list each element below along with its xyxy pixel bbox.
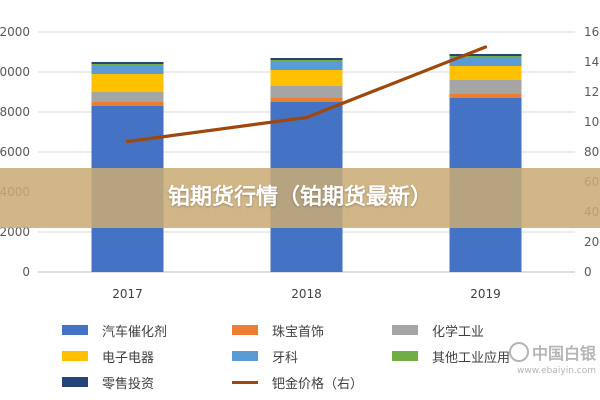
legend-swatch — [62, 351, 88, 361]
x-category-label: 2019 — [470, 287, 501, 301]
legend-item-retail-investment: 零售投资 — [62, 372, 154, 392]
legend-item-dental: 牙科 — [232, 346, 298, 366]
legend-item-jewelry: 珠宝首饰 — [232, 320, 324, 340]
bar-segment — [91, 74, 164, 92]
y-right-tick-label: 120 — [584, 85, 600, 99]
bar-segment — [270, 58, 343, 60]
bar-segment — [91, 92, 164, 102]
legend-swatch — [62, 377, 88, 387]
price-point — [304, 115, 309, 120]
bar-segment — [270, 70, 343, 86]
y-left-tick-label: 10000 — [0, 65, 30, 79]
watermark-url: www.ebaiyin.com — [517, 366, 596, 376]
y-right-tick-label: 20 — [584, 235, 599, 249]
bar-segment — [270, 86, 343, 98]
bar-segment — [449, 54, 522, 56]
legend-label: 零售投资 — [102, 376, 155, 392]
x-category-label: 2017 — [112, 287, 143, 301]
legend-swatch — [392, 325, 418, 335]
bar-segment — [91, 66, 164, 74]
legend-swatch — [62, 325, 88, 335]
legend-swatch — [392, 351, 418, 361]
stacked-bar-chart: 0200040006000800010000120000204060801001… — [0, 25, 600, 301]
y-left-tick-label: 6000 — [0, 145, 30, 159]
bar-segment — [91, 64, 164, 66]
bar-segment — [449, 94, 522, 98]
bar-segment — [449, 56, 522, 58]
legend-swatch-line — [232, 380, 258, 384]
legend-item-electronics: 电子电器 — [62, 346, 154, 366]
price-point — [125, 139, 130, 144]
legend-label: 其他工业应用 — [432, 350, 511, 366]
y-right-tick-label: 140 — [584, 55, 600, 69]
legend-label: 珠宝首饰 — [272, 324, 325, 340]
banner-title: 铂期货行情（铂期货最新） — [167, 185, 432, 210]
legend: 汽车催化剂 珠宝首饰 化学工业 电子电器 牙科 其他工业应用 零售投资 钯金价格… — [62, 318, 582, 398]
bar-segment — [270, 98, 343, 102]
legend-label: 牙科 — [272, 350, 299, 366]
legend-label: 化学工业 — [432, 324, 485, 340]
legend-item-palladium-price: 钯金价格（右） — [232, 372, 363, 392]
bar-segment — [91, 102, 164, 106]
x-category-label: 2018 — [291, 287, 322, 301]
bar-segment — [449, 80, 522, 94]
legend-swatch — [232, 351, 258, 361]
title-banner: 铂期货行情（铂期货最新） — [0, 168, 600, 228]
y-left-tick-label: 8000 — [0, 105, 30, 119]
y-left-tick-label: 2000 — [0, 225, 30, 239]
legend-label: 电子电器 — [102, 350, 155, 366]
watermark: 中国白银 www.ebaiyin.com — [486, 340, 596, 386]
watermark-text: 中国白银 — [531, 344, 596, 363]
bar-segment — [270, 62, 343, 70]
legend-label: 汽车催化剂 — [102, 324, 168, 340]
bar-segment — [270, 60, 343, 62]
y-right-tick-label: 100 — [584, 115, 600, 129]
legend-item-chemical: 化学工业 — [392, 320, 484, 340]
legend-item-other-industrial: 其他工业应用 — [392, 346, 510, 366]
bar-segment — [449, 58, 522, 66]
y-right-tick-label: 80 — [584, 145, 599, 159]
watermark-logo-icon — [508, 342, 529, 362]
y-right-tick-label: 0 — [584, 265, 592, 279]
y-left-tick-label: 12000 — [0, 25, 30, 39]
y-left-tick-label: 0 — [22, 265, 30, 279]
legend-item-auto-catalyst: 汽车催化剂 — [62, 320, 167, 340]
legend-swatch — [232, 325, 258, 335]
bar-segment — [91, 62, 164, 64]
price-point — [483, 45, 488, 49]
bar-segment — [449, 66, 522, 80]
legend-label: 钯金价格（右） — [272, 376, 364, 392]
y-right-tick-label: 160 — [584, 25, 600, 39]
